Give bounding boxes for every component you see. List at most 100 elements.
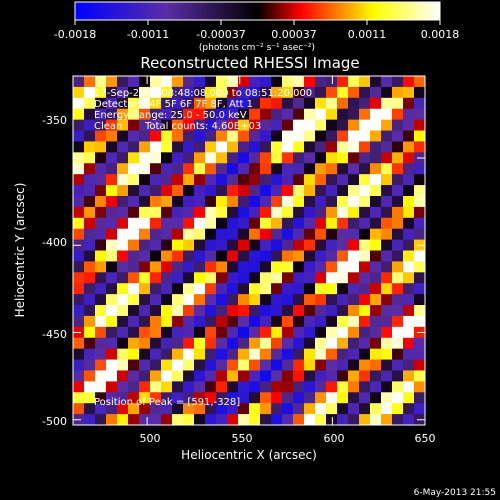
heatmap-cell xyxy=(271,228,283,241)
heatmap-cell xyxy=(95,130,107,143)
heatmap-cell xyxy=(150,414,162,425)
heatmap-cell xyxy=(172,315,184,328)
heatmap-cell xyxy=(337,250,349,263)
heatmap-cell xyxy=(150,239,162,252)
footer-date: 6-May-2013 21:55 xyxy=(414,488,496,498)
heatmap-cell xyxy=(194,261,206,273)
heatmap-cell xyxy=(260,108,272,121)
heatmap-cell xyxy=(194,163,206,175)
heatmap-cell xyxy=(392,261,404,273)
heatmap-cell xyxy=(315,250,327,263)
heatmap-cell xyxy=(381,272,393,284)
heatmap-cell xyxy=(84,392,96,404)
heatmap-cell xyxy=(414,206,425,219)
heatmap-cell xyxy=(106,392,118,404)
heatmap-cell xyxy=(326,337,338,350)
heatmap-cell xyxy=(315,315,327,328)
heatmap-cell xyxy=(205,294,217,306)
heatmap-cell xyxy=(315,294,327,306)
heatmap-cell xyxy=(304,97,316,110)
heatmap-cell xyxy=(315,261,327,273)
heatmap-cell xyxy=(359,414,371,425)
heatmap-cell xyxy=(403,370,415,382)
heatmap-cell xyxy=(106,239,118,252)
heatmap-cell xyxy=(370,403,382,415)
heatmap-cell xyxy=(271,86,283,99)
heatmap-cell xyxy=(326,185,338,197)
heatmap-cell xyxy=(282,76,294,88)
heatmap-cell xyxy=(326,174,338,186)
heatmap-cell xyxy=(315,359,327,372)
heatmap-cell xyxy=(315,174,327,186)
heatmap-cell xyxy=(117,97,129,110)
heatmap-cell xyxy=(315,283,327,295)
heatmap-cell xyxy=(227,283,239,295)
heatmap-cell xyxy=(381,359,393,372)
heatmap-cell xyxy=(271,337,283,350)
heatmap-cell xyxy=(205,250,217,263)
heatmap-cell xyxy=(150,141,162,153)
heatmap-cell xyxy=(315,272,327,284)
heatmap-cell xyxy=(359,185,371,197)
heatmap-cell xyxy=(205,119,217,132)
heatmap-cell xyxy=(315,130,327,143)
heatmap-cell xyxy=(282,185,294,197)
heatmap-cell xyxy=(293,239,305,252)
heatmap-cell xyxy=(348,305,360,317)
heatmap-cell xyxy=(194,359,206,372)
heatmap-cell xyxy=(304,163,316,175)
heatmap-cell xyxy=(315,97,327,110)
heatmap-cell xyxy=(73,228,85,241)
heatmap-cell xyxy=(414,174,425,186)
heatmap-cell xyxy=(106,174,118,186)
heatmap-cell xyxy=(348,76,360,88)
heatmap-cell xyxy=(249,108,261,121)
heatmap-cell xyxy=(381,152,393,164)
heatmap-cell xyxy=(337,359,349,372)
heatmap-cell xyxy=(293,381,305,393)
annotation-time: 17-Sep-2002 08:48:08.000 to 08:51:20.000 xyxy=(94,88,312,99)
heatmap-cell xyxy=(271,381,283,393)
heatmap-cell xyxy=(106,97,118,110)
heatmap-cell xyxy=(183,152,195,164)
heatmap-cell xyxy=(227,326,239,339)
heatmap-cell xyxy=(84,141,96,153)
heatmap-cell xyxy=(227,337,239,350)
heatmap-cell xyxy=(414,119,425,132)
heatmap-cell xyxy=(73,163,85,175)
heatmap-cell xyxy=(84,152,96,164)
heatmap-cell xyxy=(183,414,195,425)
chart-title: Reconstructed RHESSI Image xyxy=(140,54,359,72)
heatmap-cell xyxy=(260,152,272,164)
heatmap-cell xyxy=(106,326,118,339)
heatmap-cell xyxy=(73,185,85,197)
heatmap-cell xyxy=(106,206,118,219)
heatmap-cell xyxy=(392,370,404,382)
heatmap-cell xyxy=(370,239,382,252)
heatmap-cell xyxy=(106,381,118,393)
heatmap-cell xyxy=(172,272,184,284)
heatmap-cell xyxy=(249,97,261,110)
heatmap-cell xyxy=(194,141,206,153)
heatmap-cell xyxy=(139,370,151,382)
colorbar-ticks xyxy=(74,20,441,25)
heatmap-cell xyxy=(282,283,294,295)
heatmap-cell xyxy=(271,315,283,328)
heatmap-cell xyxy=(315,141,327,153)
heatmap-cell xyxy=(293,195,305,208)
heatmap-cell xyxy=(392,283,404,295)
heatmap-cell xyxy=(392,359,404,372)
heatmap-cell xyxy=(249,195,261,208)
heatmap-cell xyxy=(117,108,129,121)
heatmap-cell xyxy=(414,185,425,197)
heatmap-cell xyxy=(139,337,151,350)
heatmap-cell xyxy=(249,217,261,230)
heatmap-cell xyxy=(403,392,415,404)
heatmap-cell xyxy=(359,348,371,361)
heatmap-cell xyxy=(392,348,404,361)
heatmap-cell xyxy=(414,163,425,175)
heatmap-cell xyxy=(150,174,162,186)
heatmap-cell xyxy=(348,261,360,273)
heatmap-cell xyxy=(95,185,107,197)
heatmap-cell xyxy=(370,250,382,263)
